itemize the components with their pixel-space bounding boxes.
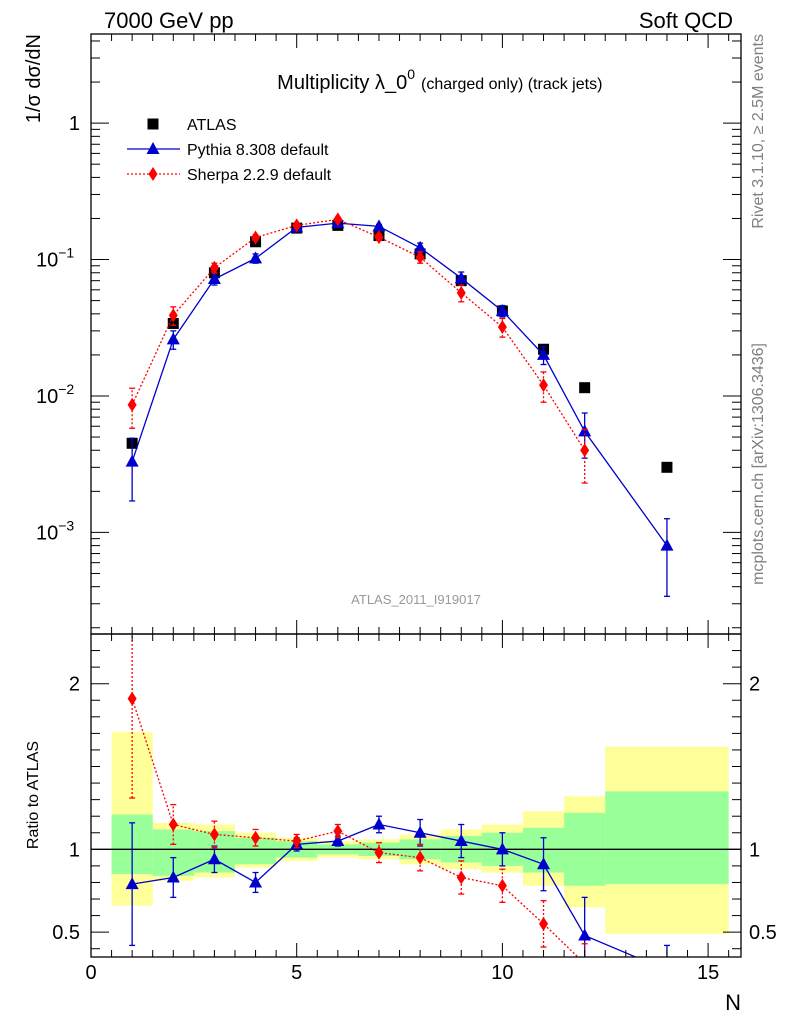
sherpa-line [131,218,586,451]
pythia-ratio-point-0 [125,877,139,890]
sherpa-point-3 [251,230,261,245]
sherpa-point-7 [415,250,425,265]
chart-title-text: Multiplicity λ_0 [277,72,407,94]
upper-y-tick-label-3: 10−3 [36,517,74,544]
pythia-point-9 [495,303,509,316]
tick-base: 10 [36,250,58,272]
lower-y-tick-label-right-2: 2 [749,674,760,696]
tick-base: 10 [36,522,58,544]
sherpa-point-1 [168,308,178,323]
lower-axes: 0 5 10 15 0.5 0.5 1 1 2 2 [52,633,777,984]
pythia-point-1 [166,332,180,345]
upper-data-marks [125,212,674,597]
pythia-ratio-point-3 [249,875,263,888]
pythia-ratio-point-1 [166,870,180,883]
sherpa-point-5 [333,212,343,227]
chart-title-suffix: (charged only) (track jets) [421,76,602,93]
sherpa-ratio-line [131,698,579,957]
pythia-point-10 [537,347,551,360]
lower-data-marks [125,634,673,975]
rivet-version-label: Rivet 3.1.10, ≥ 2.5M events [750,34,767,229]
header-energy-label: 7000 GeV pp [104,8,234,33]
tick-exponent: −3 [58,517,74,533]
lower-y-tick-label-1: 1 [69,839,80,861]
tick-exponent: −2 [58,381,74,397]
sherpa-ratio-point-4 [292,834,302,849]
sherpa-point-9 [497,320,507,335]
pythia-point-8 [454,271,468,284]
tick-exponent: −1 [58,245,74,261]
sherpa-ratio-point-10 [539,916,549,931]
lower-plot-area [91,731,741,934]
sherpa-point-6 [374,230,384,245]
legend-marker-atlas [147,118,159,130]
pythia-ratio-point-8 [454,834,468,847]
sherpa-point-2 [209,260,219,275]
sherpa-point-11 [580,443,590,458]
mcplots-reference-label: mcplots.cern.ch [arXiv:1306.3436] [750,343,767,585]
tick-base: 1 [69,113,80,135]
x-tick-label-1: 5 [291,962,302,984]
sherpa-ratio-point-7 [415,850,425,865]
upper-y-tick-label-2: 10−2 [36,381,74,408]
sherpa-ratio-point-2 [209,827,219,842]
atlas-point-11 [579,382,591,394]
x-tick-label-3: 15 [697,962,719,984]
lower-frame [90,633,742,958]
lower-y-tick-label-right-1: 1 [749,839,760,861]
chart-title-superscript: 0 [407,66,415,82]
legend: ATLAS Pythia 8.308 default Sherpa 2.2.9 de… [127,117,332,184]
sherpa-ratio-point-9 [497,878,507,893]
legend-label-atlas: ATLAS [187,117,237,134]
pythia-point-7 [413,240,427,253]
lower-y-axis-label: Ratio to ATLAS [25,741,42,849]
lower-y-tick-label-0: 0.5 [52,922,80,944]
pythia-point-6 [372,219,386,232]
sherpa-ratio-point-3 [251,830,261,845]
pythia-point-12 [660,538,674,551]
sherpa-ratio-point-5 [333,824,343,839]
tick-base: 10 [36,386,58,408]
analysis-tag: ATLAS_2011_I919017 [351,592,481,607]
chart-title-main: Multiplicity λ_00 [277,66,415,94]
atlas-point-12 [661,461,673,473]
upper-y-axis-label: 1/σ dσ/dN [23,34,45,123]
x-axis-label: N [725,990,741,1015]
sherpa-ratio-point-6 [374,845,384,860]
legend-label-pythia: Pythia 8.308 default [187,142,329,159]
band-green-12 [605,791,729,885]
legend-marker-pythia [146,142,160,154]
sherpa-ratio-point-1 [168,817,178,832]
pythia-ratio-point-5 [331,834,345,847]
pythia-ratio-point-9 [495,842,509,855]
pythia-ratio-point-7 [413,825,427,838]
pythia-point-2 [207,272,221,285]
pythia-ratio-point-6 [372,817,386,830]
pythia-point-0 [125,454,139,467]
pythia-ratio-point-12 [660,963,673,975]
upper-y-tick-label-1: 10−1 [36,245,74,272]
sherpa-ratio-point-0 [127,691,137,706]
sherpa-point-0 [127,397,137,412]
sherpa-ratio-point-8 [456,870,466,885]
sherpa-point-8 [456,285,466,300]
header-category-label: Soft QCD [639,8,733,33]
legend-label-sherpa: Sherpa 2.2.9 default [187,167,332,184]
lower-y-tick-label-right-0: 0.5 [749,922,777,944]
x-tick-label-0: 0 [85,962,96,984]
x-tick-label-2: 10 [491,962,513,984]
upper-axes: 110−110−210−3 [36,33,742,635]
sherpa-point-10 [539,378,549,393]
pythia-point-3 [249,251,263,264]
pythia-ratio-point-10 [537,857,551,870]
sherpa-point-4 [292,218,302,233]
legend-marker-sherpa [148,167,158,181]
sherpa-ratio-point-11 [584,956,585,957]
upper-y-tick-label-0: 1 [69,113,80,135]
lower-y-tick-label-2: 2 [69,674,80,696]
pythia-ratio-point-2 [207,852,221,865]
pythia-ratio-point-11 [578,928,592,941]
